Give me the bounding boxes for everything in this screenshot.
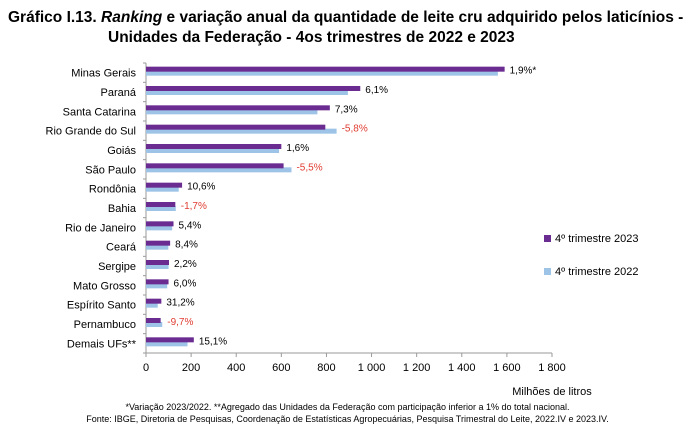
bar-2023 [146, 240, 171, 246]
bar-2022 [146, 90, 348, 95]
variation-label: -9,7% [167, 317, 193, 328]
bar-2023 [146, 279, 169, 285]
bar-2023 [146, 124, 326, 130]
legend-label: 4º trimestre 2022 [555, 266, 639, 278]
bar-2022 [146, 283, 168, 289]
bar-2022 [146, 225, 173, 231]
category-label: Santa Catarina [63, 106, 137, 118]
bar-2022 [146, 186, 179, 192]
bar-2023 [146, 221, 174, 227]
title-italic: Ranking [101, 9, 163, 26]
x-tick-label: 1 200 [403, 362, 431, 374]
legend-label: 4º trimestre 2023 [555, 233, 639, 245]
category-label: Rio Grande do Sul [46, 126, 137, 138]
bar-2022 [146, 244, 169, 250]
bar-2023 [146, 202, 176, 207]
title-line-2: Unidades da Federação - 4os trimestres d… [108, 29, 515, 46]
variation-label: -1,7% [181, 201, 207, 212]
x-tick-label: 600 [272, 362, 290, 374]
category-label: São Paulo [85, 164, 136, 176]
x-tick-label: 1 800 [538, 362, 566, 374]
bar-2022 [146, 128, 337, 134]
bar-2022 [146, 341, 188, 347]
bar-chart: Minas Gerais 1,9%* Paraná 6,1% Santa Catarin… [46, 62, 639, 395]
title-rest: e variação anual da quantidade de leite … [166, 9, 684, 26]
category-label: Paraná [101, 87, 137, 99]
bar-2023 [146, 260, 170, 265]
bar-2022 [146, 148, 280, 153]
bar-2022 [146, 302, 158, 308]
variation-label: 2,2% [174, 259, 197, 270]
bar-2023 [146, 182, 183, 188]
category-label: Rio de Janeiro [65, 222, 136, 234]
bar-2023 [146, 163, 284, 169]
category-label: Bahia [108, 203, 137, 215]
variation-label: 8,4% [175, 240, 198, 251]
bar-2023 [146, 86, 361, 91]
x-tick-label: 800 [317, 362, 335, 374]
bar-2023 [146, 318, 161, 323]
x-tick-label: 200 [182, 362, 200, 374]
category-label: Ceará [106, 242, 137, 254]
category-label: Pernambuco [74, 319, 136, 331]
variation-label: 15,1% [199, 336, 227, 347]
category-label: Demais UFs** [67, 338, 137, 350]
variation-label: 1,9%* [510, 66, 537, 77]
category-label: Minas Gerais [71, 68, 136, 80]
bar-2023 [146, 298, 162, 304]
x-axis-label: Milhões de litros [512, 386, 592, 395]
bar-2022 [146, 70, 498, 76]
bar-2023 [146, 337, 194, 343]
footnote-source: Fonte: IBGE, Diretoria de Pesquisas, Coo… [86, 414, 609, 424]
x-tick-label: 1 600 [493, 362, 521, 374]
bar-2022 [146, 109, 318, 115]
variation-label: 10,6% [187, 182, 215, 193]
variation-label: 1,6% [286, 143, 309, 154]
bar-2022 [146, 206, 176, 211]
variation-label: -5,5% [296, 162, 322, 173]
category-label: Mato Grosso [73, 280, 136, 292]
variation-label: 7,3% [335, 104, 358, 115]
bar-2023 [146, 144, 282, 149]
title-line-1: Gráfico I.13. Ranking e variação anual d… [8, 8, 688, 28]
variation-label: 6,0% [174, 278, 197, 289]
x-tick-label: 1 000 [358, 362, 386, 374]
bar-2023 [146, 66, 505, 72]
category-label: Sergipe [98, 261, 136, 273]
bar-2022 [146, 167, 292, 173]
title-prefix: Gráfico I.13. [8, 9, 97, 26]
variation-label: 6,1% [365, 85, 388, 96]
x-tick-label: 0 [143, 362, 149, 374]
category-label: Rondônia [89, 184, 137, 196]
variation-label: 31,2% [166, 298, 194, 309]
variation-label: 5,4% [179, 220, 202, 231]
chart-title: Gráfico I.13. Ranking e variação anual d… [8, 8, 688, 48]
x-tick-label: 400 [227, 362, 245, 374]
bar-2023 [146, 105, 330, 111]
variation-label: -5,8% [342, 124, 368, 135]
bar-2022 [146, 264, 169, 269]
category-label: Goiás [107, 145, 136, 157]
category-label: Espírito Santo [67, 300, 136, 312]
legend-swatch [544, 235, 551, 242]
footnote-variation: *Variação 2023/2022. **Agregado das Unid… [125, 402, 570, 412]
x-tick-label: 1 400 [448, 362, 476, 374]
bar-2022 [146, 322, 163, 327]
legend-swatch [544, 268, 551, 275]
